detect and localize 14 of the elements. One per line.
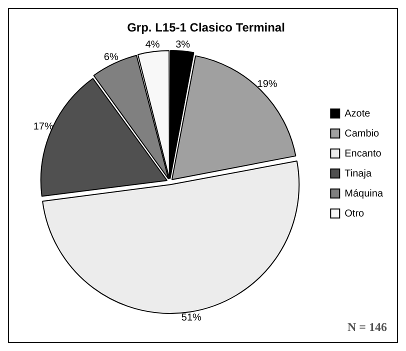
chart-title: Grp. L15-1 Clasico Terminal [127, 20, 285, 35]
data-label: 6% [104, 52, 118, 63]
data-label: 51% [181, 312, 202, 324]
legend-label: Azote [344, 108, 371, 120]
text: N = 146 [347, 320, 387, 334]
legend-label: Otro [344, 208, 365, 220]
data-label: 17% [33, 122, 54, 133]
data-label: 4% [145, 40, 160, 51]
data-label: 3% [176, 39, 190, 50]
legend-label: Tinaja [344, 168, 372, 180]
data-label: 19% [257, 79, 278, 90]
legend-label: Encanto [344, 148, 382, 160]
legend-label: Cambio [344, 128, 380, 140]
legend-label: Máquina [344, 188, 384, 200]
